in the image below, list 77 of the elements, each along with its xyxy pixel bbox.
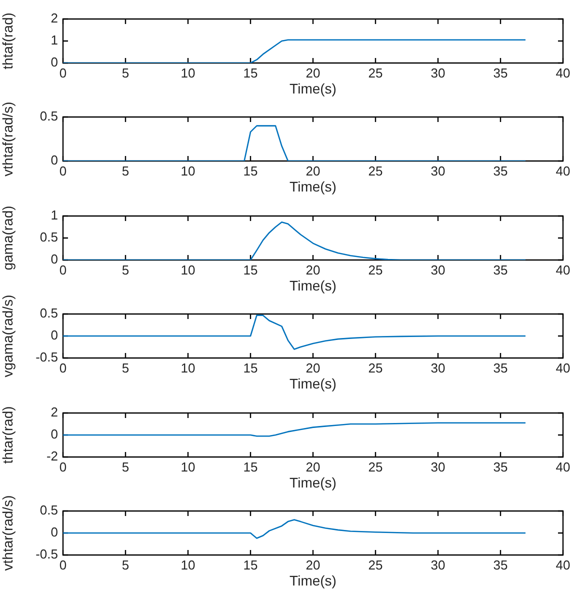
x-tick-label: 40 [556, 458, 570, 474]
y-axis-title: thtar(rad) [0, 406, 16, 464]
x-axis-title: Time(s) [290, 376, 336, 392]
x-tick-label: 15 [243, 164, 258, 179]
x-tick-label: 25 [368, 262, 383, 278]
y-tick-label: 1 [50, 32, 58, 48]
x-tick-label: 25 [368, 458, 383, 474]
x-tick-label: 20 [306, 164, 320, 179]
x-axis-title: Time(s) [290, 474, 336, 490]
y-tick-label: 0 [50, 251, 58, 266]
x-tick-label: 10 [180, 360, 196, 376]
y-tick-label: 0 [50, 426, 58, 442]
x-tick-label: 25 [368, 360, 383, 376]
x-tick-label: 35 [493, 262, 508, 278]
x-tick-label: 5 [122, 164, 130, 179]
y-tick-label: 1 [50, 207, 58, 222]
x-tick-label: 20 [306, 262, 320, 278]
x-tick-label: 35 [493, 557, 508, 572]
x-tick-label: 20 [306, 360, 320, 376]
y-axis-title: vthtaf(rad/s) [0, 102, 16, 177]
x-tick-label: 5 [122, 262, 130, 278]
x-tick-label: 30 [430, 65, 446, 80]
x-tick-label: 35 [493, 65, 508, 80]
y-axis-title: vgama(rad/s) [0, 294, 16, 378]
x-tick-label: 30 [430, 458, 446, 474]
x-tick-label: 15 [243, 262, 258, 278]
x-axis-title: Time(s) [290, 178, 336, 195]
x-axis-title: Time(s) [290, 277, 336, 294]
x-tick-label: 20 [306, 458, 320, 474]
x-tick-label: 35 [493, 164, 508, 179]
x-tick-label: 15 [243, 65, 258, 80]
y-tick-label: 0 [50, 152, 58, 168]
y-tick-label: -0.5 [36, 546, 58, 562]
x-tick-label: 5 [122, 458, 130, 474]
x-tick-label: 30 [430, 360, 446, 376]
x-tick-label: 35 [493, 360, 508, 376]
x-tick-label: 20 [306, 65, 320, 80]
x-tick-label: 30 [430, 557, 446, 572]
x-tick-label: 10 [180, 164, 196, 179]
y-tick-label: 0 [50, 524, 58, 540]
y-axis-title: gama(rad) [0, 206, 16, 270]
x-tick-label: 40 [556, 360, 570, 376]
x-tick-label: 15 [243, 360, 258, 376]
y-tick-label: 2 [50, 10, 58, 26]
x-axis-title: Time(s) [290, 572, 336, 588]
y-tick-label: -2 [46, 448, 58, 464]
x-tick-label: 25 [368, 65, 383, 80]
y-tick-label: 0.5 [40, 502, 58, 518]
y-tick-label: 2 [50, 404, 58, 420]
x-tick-label: 10 [180, 262, 196, 278]
y-tick-label: 0.5 [40, 229, 58, 244]
x-tick-label: 5 [122, 557, 130, 572]
x-tick-label: 10 [180, 557, 196, 572]
x-tick-label: 40 [556, 164, 570, 179]
x-tick-label: 25 [368, 164, 383, 179]
x-tick-label: 10 [180, 458, 196, 474]
x-axis-title: Time(s) [290, 80, 336, 96]
x-tick-label: 15 [243, 458, 258, 474]
x-tick-label: 5 [122, 360, 130, 376]
x-tick-label: 15 [243, 557, 258, 572]
x-tick-label: 40 [556, 65, 570, 80]
x-tick-label: 25 [368, 557, 383, 572]
x-tick-label: 40 [556, 262, 570, 278]
x-tick-label: 5 [122, 65, 130, 80]
y-tick-label: 0 [50, 328, 58, 343]
x-tick-label: 40 [556, 557, 570, 572]
x-tick-label: 20 [306, 557, 320, 572]
y-tick-label: 0 [50, 54, 58, 70]
x-tick-label: 30 [430, 262, 446, 278]
y-axis-title: vthtar(rad/s) [0, 495, 16, 571]
x-tick-label: 30 [430, 164, 446, 179]
y-tick-label: -0.5 [36, 350, 58, 365]
y-tick-label: 0.5 [40, 108, 58, 124]
x-tick-label: 10 [180, 65, 196, 80]
y-tick-label: 0.5 [40, 306, 58, 321]
x-tick-label: 35 [493, 458, 508, 474]
y-axis-title: thtaf(rad) [0, 12, 16, 70]
